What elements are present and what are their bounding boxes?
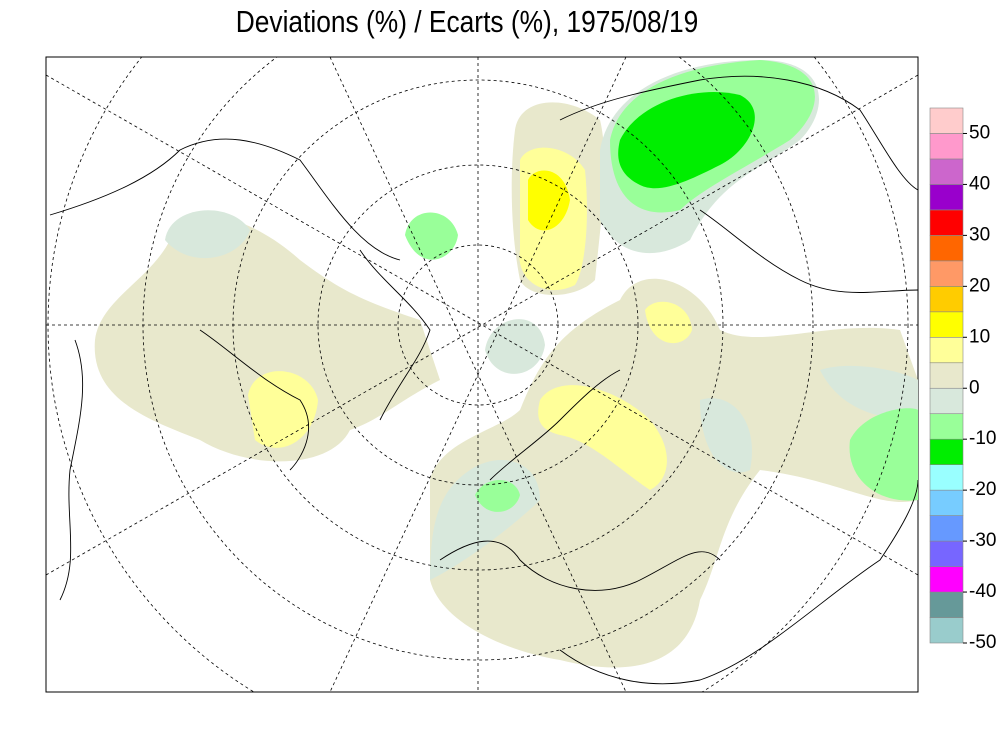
field-positive (538, 385, 667, 490)
field-negative (849, 408, 918, 501)
colorbar-swatch (929, 362, 964, 389)
colorbar-tick-label: -20 (969, 479, 996, 500)
colorbar-swatch (929, 133, 964, 160)
map-title: Deviations (%) / Ecarts (%), 1975/08/19 (236, 5, 698, 39)
field-positive (645, 301, 692, 344)
colorbar-tick-label: 30 (969, 224, 990, 245)
field-strong-negative (618, 92, 755, 189)
colorbar-tick-label: -30 (969, 530, 996, 551)
field-positive (248, 371, 318, 448)
field-negative (405, 212, 458, 260)
field-slight-negative (700, 398, 752, 473)
colorbar-tick-label: -50 (969, 632, 996, 653)
colorbar-tick-label: 0 (969, 377, 980, 398)
colorbar-swatch (929, 566, 964, 593)
colorbar-swatch (929, 107, 964, 134)
colorbar-tick-label: -40 (969, 581, 996, 602)
colorbar-swatch (929, 286, 964, 313)
colorbar-tick-label: 50 (969, 122, 990, 143)
colorbar-swatch (929, 387, 964, 415)
colorbar: 50 40 30 20 10 0 -10 -20 -30 -40 -50 (929, 107, 996, 653)
colorbar-tick-label: 20 (969, 275, 990, 296)
field-slight-negative (485, 319, 545, 374)
colorbar-swatch (929, 260, 964, 287)
colorbar-tick-label: 10 (969, 326, 990, 347)
colorbar-tick-label: -10 (969, 428, 996, 449)
colorbar-swatch (929, 540, 964, 567)
colorbar-swatch (929, 184, 964, 211)
colorbar-swatch (929, 489, 964, 516)
colorbar-swatch (929, 464, 964, 491)
field-zero (94, 216, 440, 462)
colorbar-swatch (929, 617, 964, 644)
colorbar-tick-label: 40 (969, 173, 990, 194)
field-zero (430, 278, 918, 668)
colorbar-swatch (929, 209, 964, 236)
colorbar-swatch (929, 515, 964, 542)
colorbar-swatch (929, 591, 964, 618)
colorbar-swatch (929, 438, 964, 465)
colorbar-swatch (929, 413, 964, 440)
colorbar-swatch (929, 336, 964, 364)
colorbar-swatch (929, 158, 964, 185)
colorbar-swatch (929, 311, 964, 338)
map-area (45, 56, 919, 693)
field-strong-positive (528, 170, 570, 231)
field-slight-negative (165, 210, 250, 259)
colorbar-swatch (929, 235, 964, 262)
field-slight-negative (820, 365, 918, 420)
field-negative (475, 480, 520, 512)
